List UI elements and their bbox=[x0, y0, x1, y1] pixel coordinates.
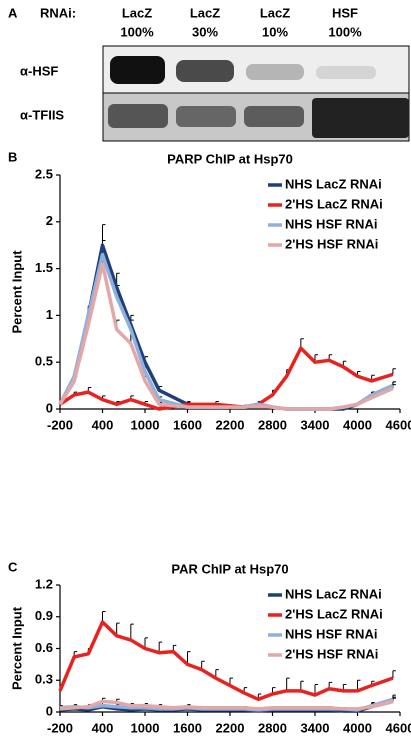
panel-label: B bbox=[8, 149, 17, 164]
band bbox=[176, 60, 234, 82]
x-tick-label: 4600 bbox=[386, 417, 411, 432]
error-bar bbox=[392, 368, 396, 375]
x-tick-label: 400 bbox=[92, 417, 114, 432]
x-tick-label: 4600 bbox=[386, 720, 411, 735]
line-series bbox=[59, 346, 394, 411]
band bbox=[312, 98, 409, 138]
error-bar bbox=[286, 677, 290, 691]
x-tick-label: 2200 bbox=[216, 720, 245, 735]
x-tick-label: 2800 bbox=[258, 720, 287, 735]
lane-percent: 10% bbox=[262, 24, 288, 39]
y-axis-label: Percent Input bbox=[9, 606, 24, 690]
y-tick-label: 0.9 bbox=[35, 608, 53, 623]
y-tick-label: 2 bbox=[46, 213, 53, 228]
x-tick-label: 2200 bbox=[216, 417, 245, 432]
x-tick-label: 1600 bbox=[173, 720, 202, 735]
line-series bbox=[58, 620, 394, 702]
y-tick-label: 1.5 bbox=[35, 260, 53, 275]
lane-name: LacZ bbox=[190, 5, 220, 20]
legend-label: 2'HS LacZ RNAi bbox=[285, 196, 383, 211]
x-tick-label: 400 bbox=[92, 720, 114, 735]
legend-label: NHS LacZ RNAi bbox=[285, 586, 382, 601]
line-series bbox=[58, 252, 394, 411]
y-tick-label: 0.5 bbox=[35, 354, 53, 369]
x-tick-label: 1600 bbox=[173, 417, 202, 432]
y-tick-label: 2.5 bbox=[35, 166, 53, 181]
band bbox=[176, 106, 236, 127]
error-bar bbox=[130, 623, 134, 641]
error-bar bbox=[392, 384, 396, 389]
y-tick-label: 0.3 bbox=[35, 672, 53, 687]
x-tick-label: 1000 bbox=[131, 417, 160, 432]
row-label: α-TFIIS bbox=[20, 107, 64, 122]
lane-name: LacZ bbox=[122, 5, 152, 20]
lane-percent: 30% bbox=[192, 24, 218, 39]
band bbox=[316, 66, 376, 79]
y-tick-label: 0.6 bbox=[35, 640, 53, 655]
x-tick-label: 2800 bbox=[258, 417, 287, 432]
y-tick-label: 1.2 bbox=[35, 576, 53, 591]
legend-label: 2'HS HSF RNAi bbox=[285, 646, 378, 661]
y-tick-label: 0 bbox=[46, 400, 53, 415]
legend-label: NHS HSF RNAi bbox=[285, 216, 377, 231]
panel-label: A bbox=[8, 5, 18, 20]
x-tick-label: 4000 bbox=[343, 417, 372, 432]
chart-title: PARP ChIP at Hsp70 bbox=[167, 151, 293, 166]
blot bbox=[102, 45, 410, 142]
legend-label: 2'HS LacZ RNAi bbox=[285, 606, 383, 621]
y-tick-label: 1 bbox=[46, 307, 53, 322]
x-tick-label: -200 bbox=[47, 720, 73, 735]
legend-label: NHS LacZ RNAi bbox=[285, 176, 382, 191]
x-tick-label: 1000 bbox=[131, 720, 160, 735]
band bbox=[108, 104, 168, 128]
x-tick-label: -200 bbox=[47, 417, 73, 432]
y-tick-label: 0 bbox=[46, 703, 53, 718]
rnai-label: RNAi: bbox=[40, 5, 76, 20]
lane-percent: 100% bbox=[120, 24, 154, 39]
chart-title: PAR ChIP at Hsp70 bbox=[171, 561, 288, 576]
panel-label: C bbox=[8, 559, 18, 574]
band bbox=[246, 64, 304, 80]
error-bar bbox=[392, 670, 396, 679]
line-series bbox=[58, 243, 394, 411]
x-tick-label: 3400 bbox=[301, 417, 330, 432]
legend-label: 2'HS HSF RNAi bbox=[285, 236, 378, 251]
row-label: α-HSF bbox=[20, 63, 58, 78]
band bbox=[244, 106, 304, 127]
y-axis-label: Percent Input bbox=[9, 250, 24, 334]
x-tick-label: 4000 bbox=[343, 720, 372, 735]
x-tick-label: 3400 bbox=[301, 720, 330, 735]
lane-name: LacZ bbox=[260, 5, 290, 20]
band bbox=[110, 56, 165, 84]
error-bar bbox=[102, 610, 106, 623]
legend-label: NHS HSF RNAi bbox=[285, 626, 377, 641]
lane-percent: 100% bbox=[328, 24, 362, 39]
line-series bbox=[58, 262, 394, 411]
line-series bbox=[59, 699, 394, 711]
lane-name: HSF bbox=[332, 5, 358, 20]
